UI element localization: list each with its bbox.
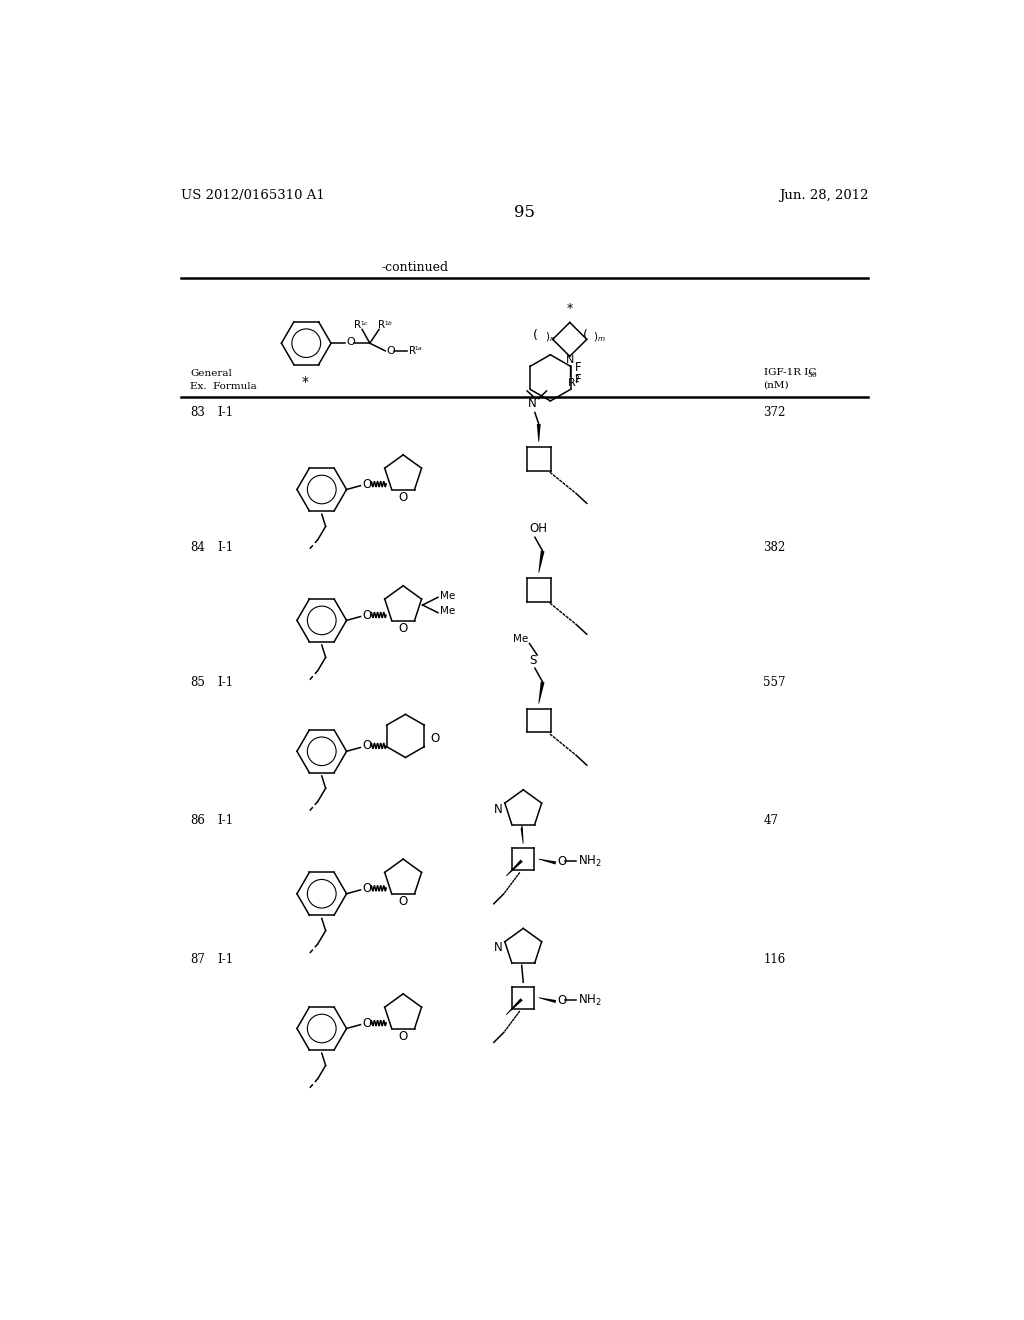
- Text: N: N: [565, 355, 573, 366]
- Polygon shape: [520, 828, 523, 843]
- Text: 87: 87: [190, 953, 205, 966]
- Text: 83: 83: [190, 407, 205, 418]
- Text: NH$_2$: NH$_2$: [578, 854, 601, 869]
- Text: *: *: [301, 375, 308, 388]
- Text: NH$_2$: NH$_2$: [578, 993, 601, 1007]
- Text: N: N: [528, 397, 537, 409]
- Text: O: O: [362, 609, 372, 622]
- Text: Me: Me: [439, 606, 455, 616]
- Text: $^{1c}$: $^{1c}$: [360, 321, 370, 329]
- Text: 84: 84: [190, 541, 205, 554]
- Text: $^{1a}$: $^{1a}$: [414, 346, 423, 355]
- Polygon shape: [506, 859, 523, 876]
- Polygon shape: [539, 998, 556, 1003]
- Text: Me: Me: [513, 634, 528, 644]
- Text: S: S: [528, 653, 537, 667]
- Text: O: O: [362, 478, 372, 491]
- Text: R: R: [409, 346, 416, 356]
- Text: I-1: I-1: [217, 541, 233, 554]
- Text: 95: 95: [514, 203, 536, 220]
- Text: )$_m$: )$_m$: [593, 330, 606, 343]
- Text: O: O: [430, 731, 439, 744]
- Text: O: O: [362, 739, 372, 752]
- Text: O: O: [398, 1030, 408, 1043]
- Text: I-1: I-1: [217, 953, 233, 966]
- Text: (: (: [583, 329, 588, 342]
- Text: I-1: I-1: [217, 814, 233, 828]
- Text: 86: 86: [190, 814, 205, 828]
- Text: 557: 557: [764, 676, 786, 689]
- Text: 116: 116: [764, 953, 785, 966]
- Text: Jun. 28, 2012: Jun. 28, 2012: [778, 189, 868, 202]
- Text: IGF-1R IC: IGF-1R IC: [764, 368, 816, 378]
- Text: General: General: [190, 370, 231, 379]
- Text: 372: 372: [764, 407, 785, 418]
- Text: O: O: [362, 882, 372, 895]
- Polygon shape: [539, 859, 556, 865]
- Polygon shape: [539, 550, 545, 573]
- Text: 85: 85: [190, 676, 205, 689]
- Text: 382: 382: [764, 541, 785, 554]
- Text: O: O: [557, 994, 566, 1007]
- Text: $^{1b}$: $^{1b}$: [384, 321, 393, 329]
- Text: (nM): (nM): [764, 380, 790, 389]
- Text: O: O: [557, 855, 566, 869]
- Text: I-1: I-1: [217, 407, 233, 418]
- Polygon shape: [539, 681, 545, 704]
- Text: O: O: [398, 895, 408, 908]
- Text: F: F: [575, 360, 582, 374]
- Text: US 2012/0165310 A1: US 2012/0165310 A1: [180, 189, 325, 202]
- Text: 50: 50: [807, 371, 817, 379]
- Text: F: F: [575, 372, 582, 385]
- Text: O: O: [387, 346, 395, 356]
- Polygon shape: [537, 424, 541, 442]
- Text: O: O: [398, 622, 408, 635]
- Text: N: N: [494, 803, 503, 816]
- Text: O: O: [398, 491, 408, 504]
- Text: I-1: I-1: [217, 676, 233, 689]
- Polygon shape: [506, 998, 523, 1015]
- Text: Ex.  Formula: Ex. Formula: [190, 381, 257, 391]
- Text: -continued: -continued: [381, 261, 449, 275]
- Text: N: N: [494, 941, 503, 954]
- Text: )$_n$: )$_n$: [545, 330, 555, 343]
- Text: O: O: [362, 1016, 372, 1030]
- Text: (: (: [534, 329, 538, 342]
- Text: Me: Me: [439, 591, 455, 601]
- Text: O: O: [346, 337, 355, 347]
- Text: OH: OH: [529, 521, 548, 535]
- Text: 47: 47: [764, 814, 778, 828]
- Text: R: R: [354, 319, 361, 330]
- Text: *: *: [566, 302, 572, 315]
- Text: R: R: [378, 319, 385, 330]
- Text: R$^2$: R$^2$: [567, 374, 582, 389]
